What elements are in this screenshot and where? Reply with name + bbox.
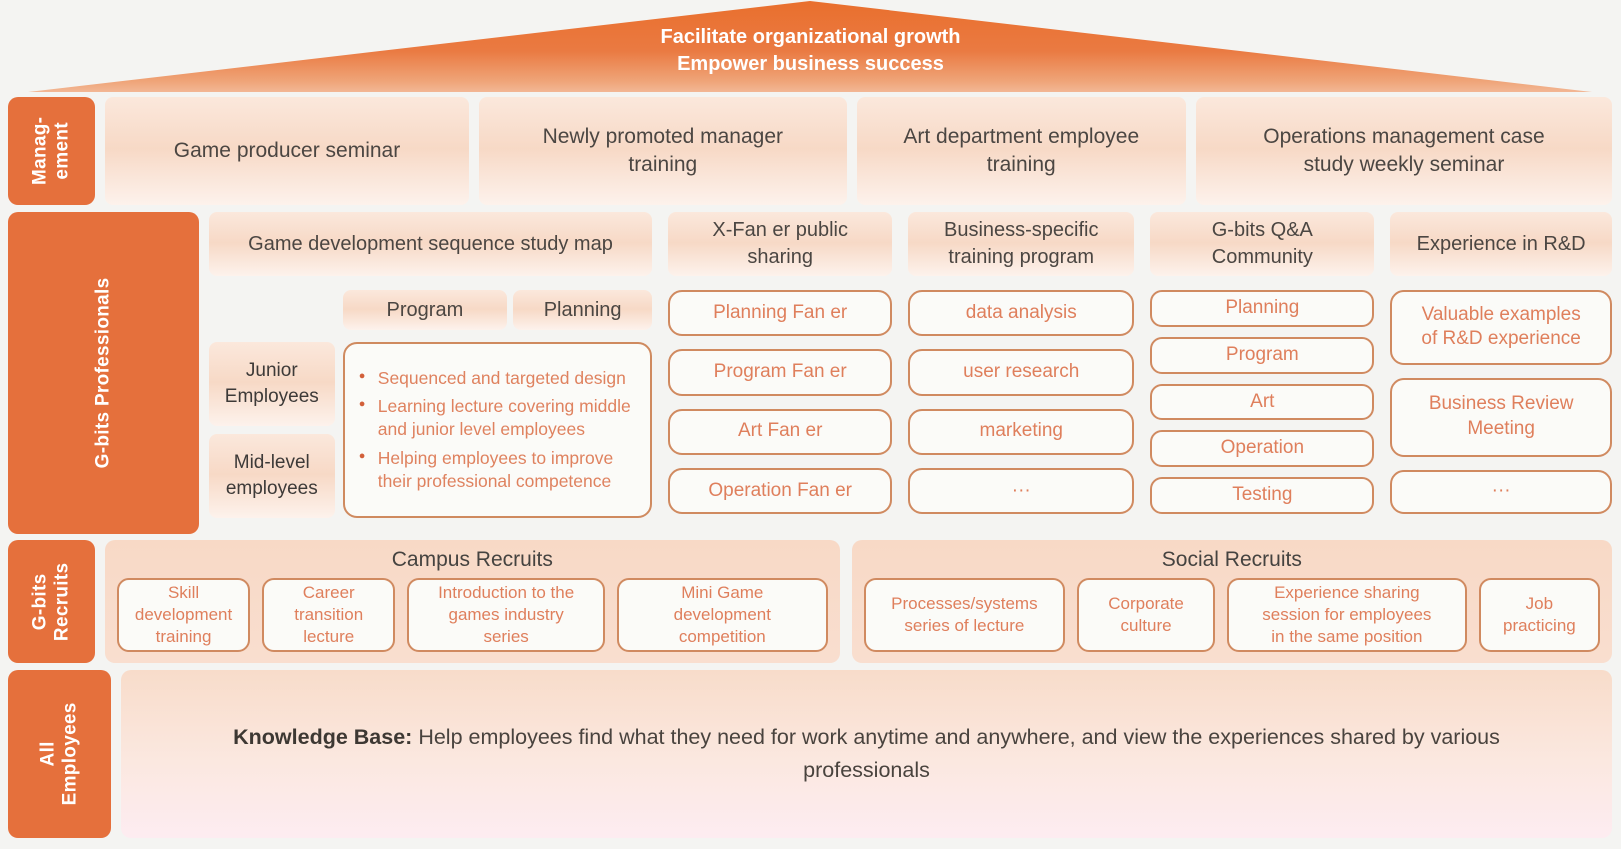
tab-management-label: Manag- ement: [29, 116, 73, 186]
social-item: Experience sharing session for employees…: [1226, 578, 1467, 652]
roof-title: Facilitate organizational growth Empower…: [660, 26, 961, 75]
tab-management: Manag- ement: [8, 97, 95, 205]
employee-levels: Junior Employees Mid-level employees: [208, 342, 335, 518]
business-item: marketing: [908, 408, 1135, 455]
business-training-header: Business-specific training program: [908, 212, 1135, 276]
bullet-item: Sequenced and targeted design: [359, 367, 636, 390]
study-map-header: Game development sequence study map: [208, 212, 653, 276]
social-recruits-header: Social Recruits: [1161, 548, 1302, 571]
xfaner-item: Program Fan er: [668, 349, 893, 396]
track-planning: Planning: [513, 290, 653, 330]
rnd-header: Experience in R&D: [1390, 212, 1612, 276]
social-item: Corporate culture: [1077, 578, 1215, 652]
knowledge-base-description: Help employees find what they need for w…: [412, 724, 1500, 782]
qa-community-column: G-bits Q&A Community Planning Program Ar…: [1150, 212, 1375, 534]
study-map-body: Junior Employees Mid-level employees Seq…: [208, 342, 653, 534]
business-item: data analysis: [908, 290, 1135, 337]
qa-community-header: G-bits Q&A Community: [1150, 212, 1375, 276]
qa-item: Testing: [1150, 477, 1375, 514]
xfaner-item: Art Fan er: [668, 408, 893, 455]
social-item: Processes/systems series of lecture: [863, 578, 1066, 652]
tab-professionals-label: G-bits Professionals: [92, 277, 114, 469]
xfaner-item: Operation Fan er: [668, 467, 893, 514]
tab-all-employees-label: All Employees: [37, 702, 81, 806]
study-map-bullets: Sequenced and targeted design Learning l…: [342, 342, 653, 518]
bullet-item: Helping employees to improve their profe…: [359, 447, 636, 493]
all-employees-row: All Employees Knowledge Base: Help emplo…: [8, 670, 1612, 838]
knowledge-base-text: Knowledge Base: Help employees find what…: [182, 721, 1552, 788]
roof-banner: Facilitate organizational growth Empower…: [0, 0, 1621, 97]
xfaner-column: X-Fan er public sharing Planning Fan er …: [668, 212, 893, 534]
social-item: Job practicing: [1478, 578, 1600, 652]
tab-recruits: G-bits Recruits: [8, 540, 95, 663]
spacer: [209, 290, 337, 330]
management-row: Manag- ement Game producer seminar Newly…: [8, 97, 1612, 205]
level-junior: Junior Employees: [208, 342, 335, 426]
campus-recruits-header: Campus Recruits: [391, 548, 553, 571]
level-midlevel: Mid-level employees: [208, 434, 335, 518]
social-recruits-group: Social Recruits Processes/systems series…: [851, 540, 1612, 663]
management-item: Game producer seminar: [105, 97, 470, 205]
campus-item: Career transition lecture: [262, 578, 396, 652]
campus-item: Introduction to the games industry serie…: [407, 578, 605, 652]
qa-item: Planning: [1150, 290, 1375, 327]
management-content: Game producer seminar Newly promoted man…: [105, 97, 1612, 205]
rnd-item: Valuable examples of R&D experience: [1390, 290, 1612, 365]
qa-item: Program: [1150, 336, 1375, 374]
management-item: Operations management case study weekly …: [1195, 97, 1612, 205]
management-item: Newly promoted manager training: [479, 97, 847, 205]
campus-item: Skill development training: [117, 578, 251, 652]
campus-item: Mini Game development competition: [616, 578, 828, 652]
xfaner-item: Planning Fan er: [668, 290, 893, 337]
roof-triangle: [28, 1, 1592, 92]
all-employees-content: Knowledge Base: Help employees find what…: [121, 670, 1612, 838]
rnd-item-ellipsis: ···: [1390, 469, 1612, 514]
study-map-column: Game development sequence study map Prog…: [208, 212, 653, 534]
recruits-row: G-bits Recruits Campus Recruits Skill de…: [8, 540, 1612, 663]
qa-item: Art: [1150, 383, 1375, 421]
qa-item: Operation: [1150, 430, 1375, 468]
professionals-content: Game development sequence study map Prog…: [208, 212, 1612, 534]
rnd-column: Experience in R&D Valuable examples of R…: [1390, 212, 1612, 534]
recruits-content: Campus Recruits Skill development traini…: [105, 540, 1612, 663]
tab-all-employees: All Employees: [8, 670, 112, 838]
knowledge-base-panel: Knowledge Base: Help employees find what…: [121, 670, 1612, 838]
business-training-column: Business-specific training program data …: [908, 212, 1135, 534]
management-item: Art department employee training: [856, 97, 1186, 205]
bullet-item: Learning lecture covering middle and jun…: [359, 395, 636, 441]
knowledge-base-title: Knowledge Base:: [233, 724, 413, 749]
professionals-row: G-bits Professionals Game development se…: [8, 212, 1612, 534]
rnd-item: Business Review Meeting: [1390, 377, 1612, 457]
track-program: Program: [342, 290, 508, 330]
tab-recruits-label: G-bits Recruits: [29, 562, 73, 641]
campus-recruits-group: Campus Recruits Skill development traini…: [105, 540, 840, 663]
study-map-tracks: Program Planning: [209, 290, 653, 330]
business-item-ellipsis: ···: [908, 467, 1135, 514]
business-item: user research: [908, 349, 1135, 396]
tab-professionals: G-bits Professionals: [8, 212, 199, 534]
xfaner-header: X-Fan er public sharing: [668, 212, 893, 276]
